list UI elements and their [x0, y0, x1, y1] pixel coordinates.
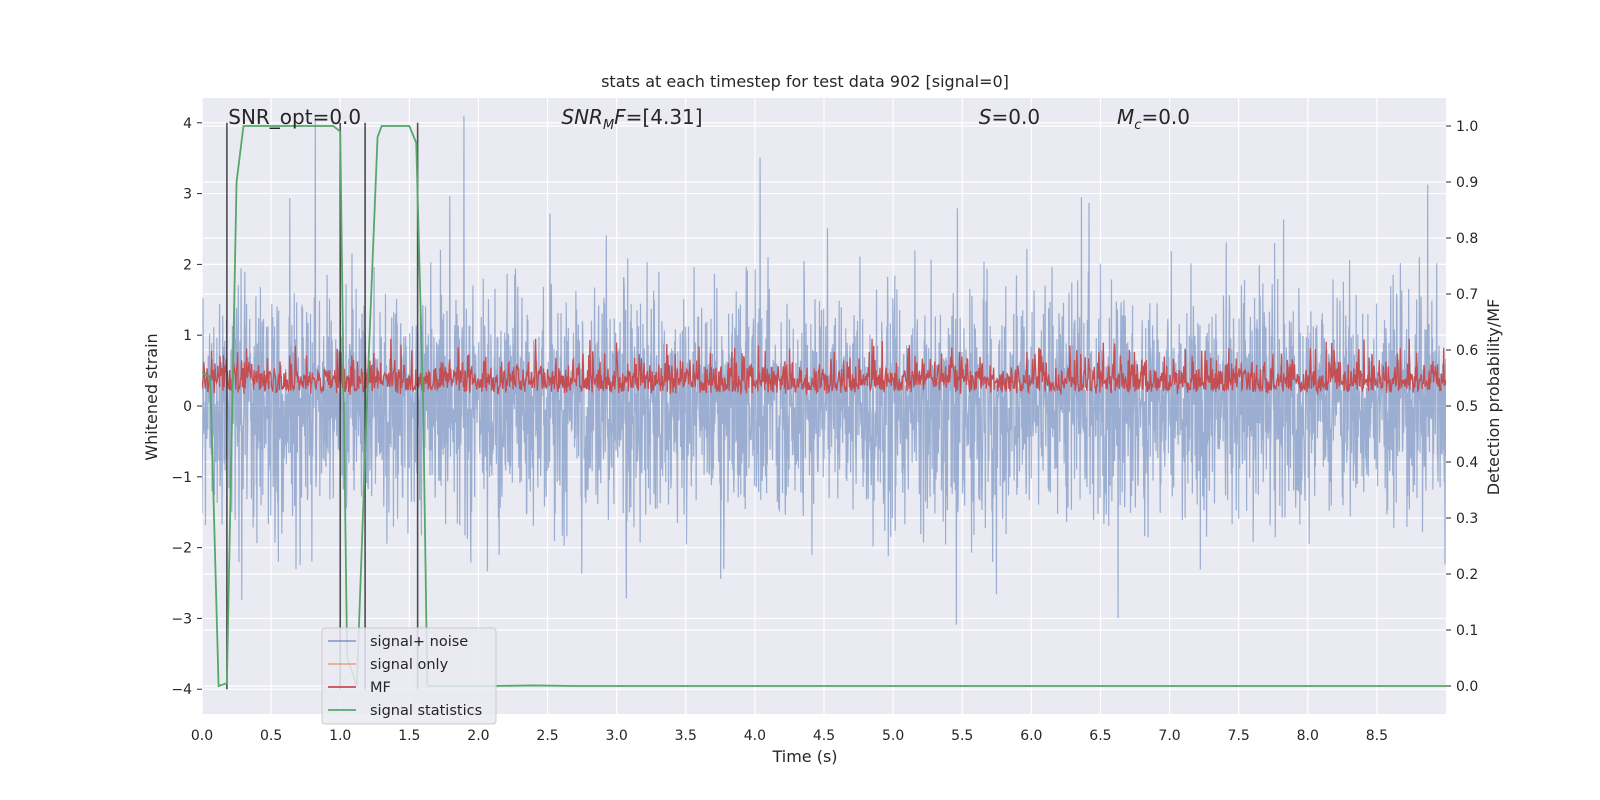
y-tick-label-right: 0.5	[1456, 399, 1478, 415]
x-tick-label: 5.5	[951, 728, 973, 744]
x-axis-label: Time (s)	[771, 747, 837, 766]
x-tick-label: 1.5	[398, 728, 420, 744]
y-tick-label-right: 0.2	[1456, 567, 1478, 583]
y-tick-label-right: 0.6	[1456, 343, 1478, 359]
y-tick-label-left: 0	[183, 399, 192, 415]
x-tick-label: 2.5	[536, 728, 558, 744]
y-tick-label-left: 1	[183, 328, 192, 344]
y-tick-label-right: 0.3	[1456, 511, 1478, 527]
y-tick-label-right: 0.7	[1456, 287, 1478, 303]
legend-entry: signal statistics	[370, 703, 482, 719]
y-tick-label-left: −2	[171, 541, 192, 557]
y-axis-label-right: Detection probability/MF	[1484, 299, 1503, 496]
x-tick-label: 2.0	[467, 728, 489, 744]
y-tick-label-left: −3	[171, 611, 192, 627]
y-tick-label-right: 1.0	[1456, 119, 1478, 135]
x-tick-label: 4.0	[744, 728, 766, 744]
y-tick-label-right: 0.0	[1456, 679, 1478, 695]
x-tick-label: 0.5	[260, 728, 282, 744]
y-axis-label-left: Whitened strain	[142, 333, 161, 460]
stat-annotation: SNRMF=[4.31]	[561, 105, 702, 133]
x-tick-label: 0.0	[191, 728, 213, 744]
x-tick-label: 6.0	[1020, 728, 1042, 744]
x-tick-label: 3.0	[606, 728, 628, 744]
legend	[321, 627, 497, 725]
y-tick-label-left: 2	[183, 257, 192, 273]
series-signal-noise	[202, 115, 1446, 625]
stat-annotation: S=0.0	[979, 105, 1040, 129]
y-tick-label-left: −1	[171, 470, 192, 486]
stat-annotation: Mc=0.0	[1117, 105, 1190, 133]
y-tick-label-right: 0.1	[1456, 623, 1478, 639]
y-tick-label-left: −4	[171, 682, 192, 698]
stat-annotation: SNR_opt=0.0	[228, 105, 361, 129]
chart-title: stats at each timestep for test data 902…	[601, 72, 1009, 91]
y-tick-label-left: 3	[183, 187, 192, 203]
series-mf	[202, 338, 1446, 396]
x-tick-label: 4.5	[813, 728, 835, 744]
x-tick-label: 7.5	[1228, 728, 1250, 744]
x-tick-label: 3.5	[675, 728, 697, 744]
x-tick-label: 8.0	[1297, 728, 1319, 744]
x-tick-label: 7.0	[1158, 728, 1180, 744]
y-tick-label-right: 0.8	[1456, 231, 1478, 247]
x-tick-label: 6.5	[1089, 728, 1111, 744]
x-tick-label: 5.0	[882, 728, 904, 744]
x-tick-label: 1.0	[329, 728, 351, 744]
y-tick-label-right: 0.9	[1456, 175, 1478, 191]
legend-entry: signal+ noise	[370, 634, 468, 650]
legend-entry: MF	[370, 680, 391, 696]
legend-entry: signal only	[370, 657, 449, 673]
y-tick-label-right: 0.4	[1456, 455, 1478, 471]
series-signal-statistics	[202, 125, 1446, 688]
x-tick-label: 8.5	[1366, 728, 1388, 744]
y-tick-label-left: 4	[183, 116, 192, 132]
